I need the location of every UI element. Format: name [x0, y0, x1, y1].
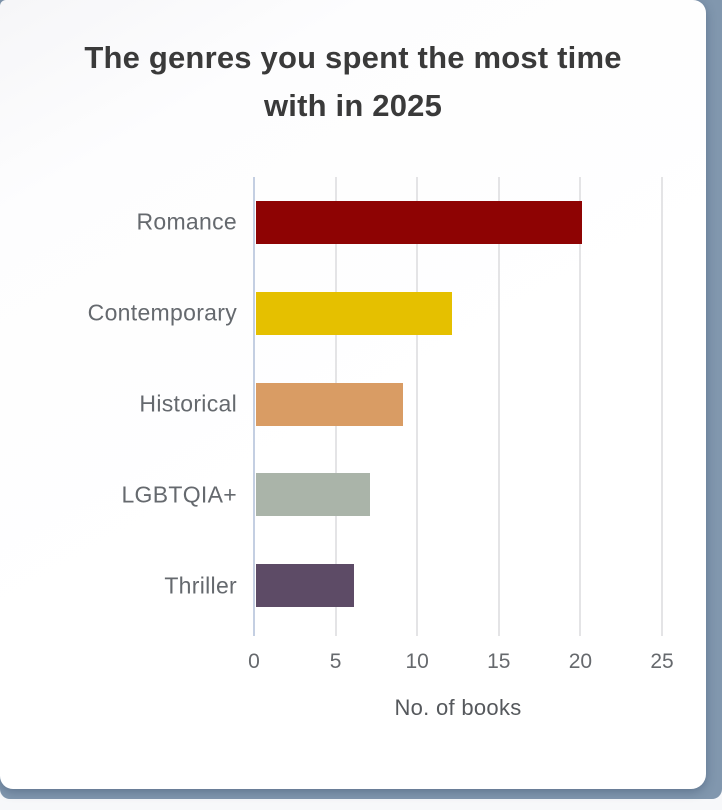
- bar-contemporary: [256, 291, 452, 335]
- x-tick-label: 0: [248, 650, 260, 673]
- y-axis-labels: Romance Contemporary Historical LGBTQIA+ Thr…: [0, 177, 237, 631]
- gridline: [416, 177, 419, 636]
- x-axis-ticks: 0 5 10 15 20 25: [248, 650, 674, 680]
- x-tick-label: 25: [650, 650, 674, 673]
- category-label: Thriller: [164, 572, 237, 599]
- plot-area: [253, 177, 663, 636]
- x-tick-label: 5: [329, 650, 342, 673]
- category-label: Romance: [136, 208, 237, 235]
- bar-thriller: [256, 564, 354, 608]
- x-tick-label: 15: [487, 650, 511, 673]
- category-label: Historical: [139, 390, 237, 417]
- category-label: LGBTQIA+: [121, 481, 237, 508]
- zero-axis-line: [253, 177, 255, 636]
- bar-romance: [256, 200, 583, 244]
- chart-card: The genres you spent the most time with …: [0, 0, 706, 789]
- gridline: [579, 177, 582, 636]
- x-tick-label: 20: [568, 650, 593, 673]
- x-axis-title: No. of books: [394, 695, 522, 720]
- bar-lgbtqia: [256, 473, 371, 517]
- category-label: Contemporary: [87, 299, 237, 326]
- bar-historical: [256, 382, 403, 426]
- gridline: [661, 177, 663, 636]
- x-tick-label: 10: [405, 650, 429, 673]
- gridline: [497, 177, 500, 636]
- chart-title: The genres you spent the most time with …: [84, 40, 622, 123]
